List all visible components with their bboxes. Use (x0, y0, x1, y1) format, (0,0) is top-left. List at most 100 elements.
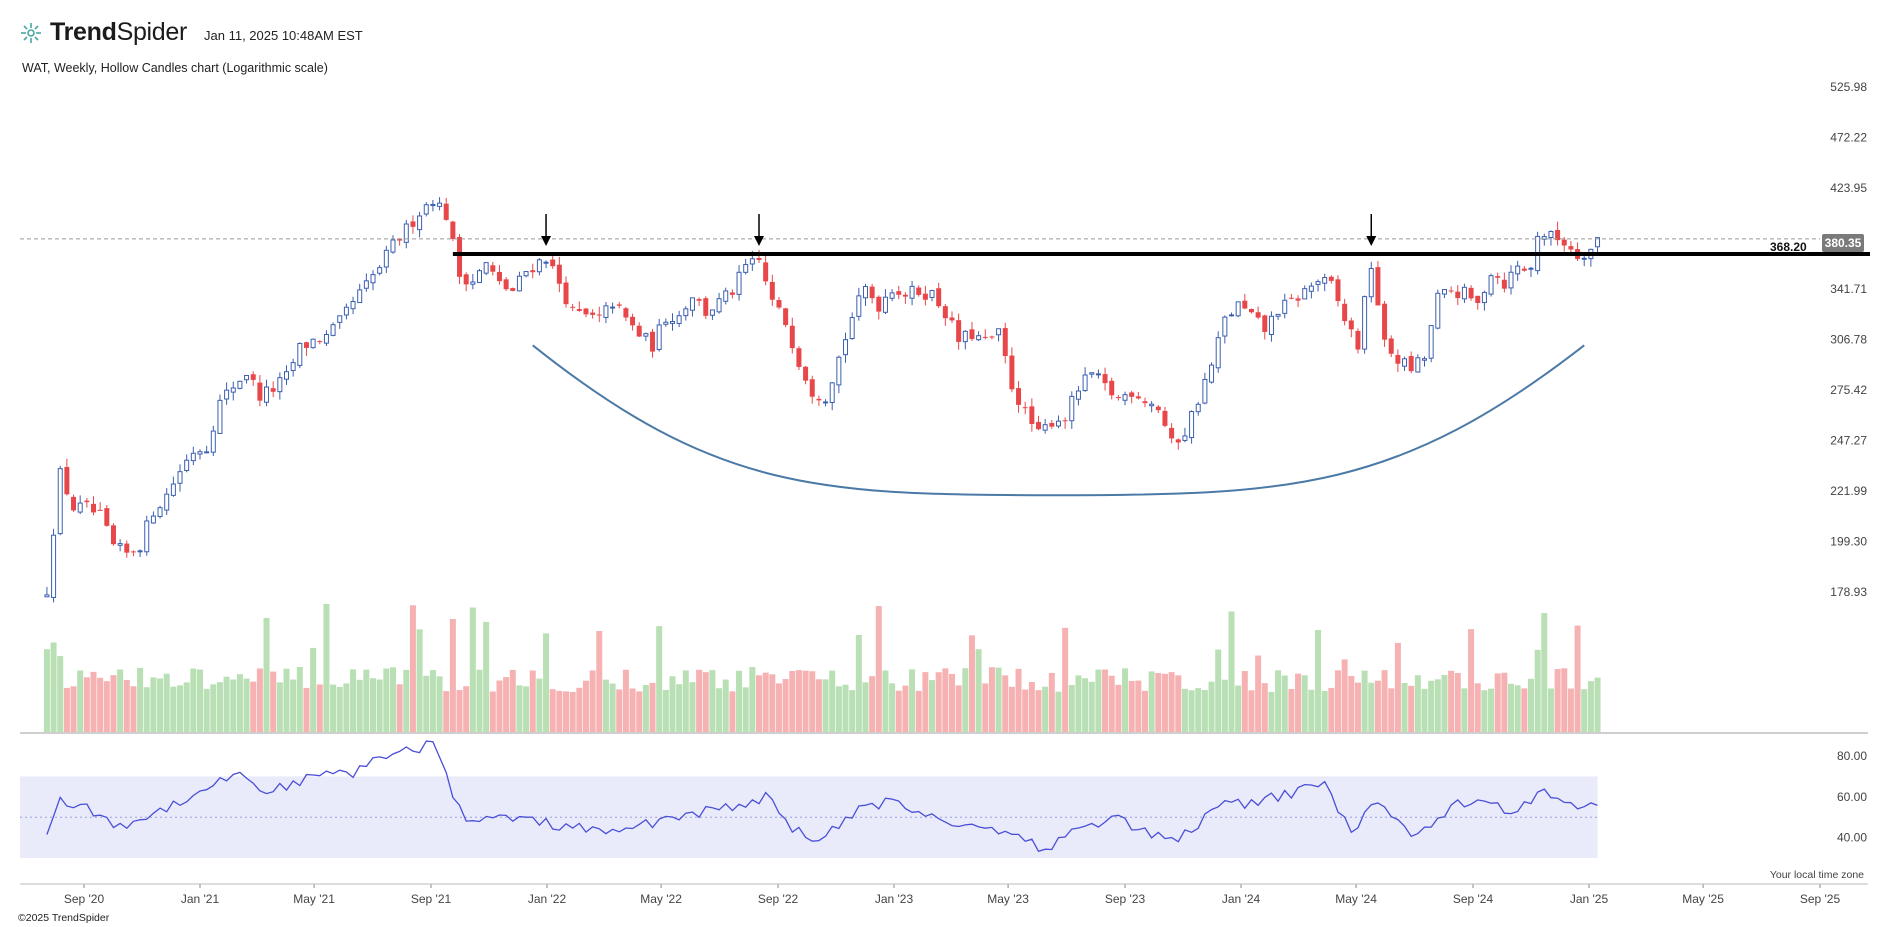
volume-bar (1554, 669, 1561, 732)
candle-body (1395, 354, 1401, 364)
volume-bar (1115, 684, 1122, 732)
volume-bar (230, 679, 237, 732)
volume-bar (150, 677, 157, 732)
candle-body (284, 371, 290, 380)
volume-bar (110, 675, 117, 732)
volume-bar (1128, 680, 1135, 732)
candle-body (703, 298, 709, 316)
volume-bar (469, 607, 476, 732)
candle-body (363, 280, 369, 289)
candle-body (417, 215, 423, 231)
candle-body (1488, 275, 1494, 295)
price-axis-label: 472.22 (1830, 130, 1867, 144)
volume-bar (1368, 682, 1375, 732)
x-axis-label: Sep '21 (411, 892, 452, 906)
timezone-note: Your local time zone (1769, 869, 1864, 881)
candle-body (1129, 392, 1135, 397)
volume-bar (536, 678, 543, 732)
volume-bar (1494, 673, 1501, 732)
candle-body (909, 285, 915, 299)
volume-bar (443, 691, 450, 732)
volume-bar (423, 675, 430, 732)
candle-body (490, 265, 496, 272)
candle-body (1475, 295, 1481, 303)
candle-body (1428, 325, 1434, 359)
candle-body (224, 389, 230, 400)
volume-bar (1241, 671, 1248, 732)
candle-body (1521, 268, 1527, 271)
volume-bar (1082, 678, 1089, 732)
candle-body (803, 366, 809, 381)
candle-body (337, 315, 343, 323)
price-axis-label: 525.98 (1830, 80, 1867, 94)
volume-bar (942, 668, 949, 732)
candle-body (596, 314, 602, 316)
candle-body (1049, 423, 1055, 427)
volume-bar (449, 619, 456, 732)
volume-bar (1381, 670, 1388, 732)
volume-bar (243, 678, 250, 732)
volume-bar (1148, 671, 1155, 732)
candle-body (410, 221, 416, 227)
candle-body (1355, 330, 1361, 350)
volume-bar (775, 683, 782, 732)
candle-body (510, 288, 516, 291)
candle-body (1561, 239, 1567, 246)
volume-bar (1334, 670, 1341, 732)
candle-body (71, 496, 77, 511)
candle-body (530, 270, 536, 273)
price-axis-label: 247.27 (1830, 433, 1867, 447)
volume-bar (1474, 683, 1481, 732)
candle-body (443, 203, 449, 220)
candle-body (1055, 420, 1061, 427)
candle-body (190, 452, 196, 462)
volume-bar (1388, 688, 1395, 732)
candle-body (610, 306, 616, 309)
candle-body (377, 267, 383, 274)
price-axis-label: 221.99 (1830, 484, 1867, 498)
candle-body (590, 312, 596, 315)
candle-body (776, 300, 782, 308)
volume-bar (769, 674, 776, 732)
volume-bar (809, 671, 816, 732)
volume-bar (736, 670, 743, 732)
volume-bar (389, 667, 396, 732)
volume-bar (742, 687, 749, 732)
candle-body (496, 271, 502, 282)
candle-body (323, 333, 329, 344)
candle-body (856, 295, 862, 317)
candle-body (929, 290, 935, 298)
x-axis-label: May '25 (1682, 892, 1724, 906)
candle-body (563, 282, 569, 305)
volume-bar (815, 679, 822, 732)
candle-body (144, 520, 150, 553)
volume-bar (1175, 675, 1182, 732)
candle-body (1095, 373, 1101, 376)
candle-body (849, 317, 855, 340)
x-axis-label: Jan '25 (1570, 892, 1609, 906)
candle-body (1036, 421, 1042, 430)
down-arrow-icon (541, 236, 552, 246)
candle-body (270, 388, 276, 392)
volume-bar (77, 670, 84, 732)
volume-bar (370, 678, 377, 732)
volume-bars (20, 603, 1868, 734)
candle-body (916, 287, 922, 295)
candle-body (1268, 315, 1274, 336)
volume-bar (549, 689, 556, 732)
candle-body (1229, 314, 1235, 317)
volume-bar (236, 674, 243, 732)
candle-body (297, 343, 303, 366)
volume-bar (875, 606, 882, 732)
volume-bar (582, 680, 589, 732)
x-axis-label: Sep '23 (1105, 892, 1146, 906)
x-axis-label: Sep '25 (1800, 892, 1841, 906)
volume-bar (270, 671, 277, 732)
candle-body (1082, 374, 1088, 392)
volume-bar (609, 683, 616, 732)
candle-body (1282, 299, 1288, 314)
candle-body (44, 594, 50, 598)
volume-bar (709, 670, 716, 732)
candle-body (989, 336, 995, 338)
